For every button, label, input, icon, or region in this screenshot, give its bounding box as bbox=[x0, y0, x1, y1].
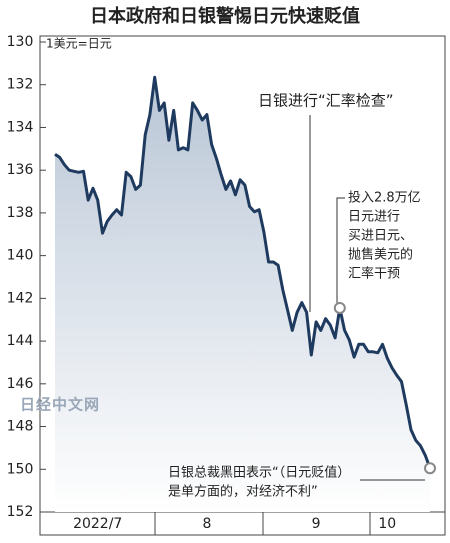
y-tick-label: 134 bbox=[7, 119, 34, 135]
x-tick-label: 8 bbox=[202, 516, 211, 532]
y-tick-label: 132 bbox=[7, 77, 34, 93]
x-tick-label: 10 bbox=[378, 516, 396, 532]
line bbox=[54, 75, 432, 469]
y-tick-label: 148 bbox=[7, 419, 34, 435]
annotation: 买进日元、 bbox=[348, 229, 413, 244]
x-tick-label: 9 bbox=[312, 516, 321, 532]
y-tick-label: 152 bbox=[7, 504, 34, 520]
area-fill bbox=[55, 77, 430, 513]
annotation: 投入2.8万亿 bbox=[348, 190, 421, 206]
frame bbox=[39, 35, 446, 536]
watermark: 日经中文网 bbox=[20, 396, 100, 414]
y-tick-label: 146 bbox=[7, 376, 34, 392]
x-tick-label: 2022/7 bbox=[73, 516, 122, 532]
y-tick-label: 138 bbox=[7, 205, 34, 221]
annotation: 是单方面的，对经济不利” bbox=[168, 484, 318, 500]
annotation: 日银总裁黑田表示“（日元贬值） bbox=[168, 465, 350, 481]
y-tick-label: 142 bbox=[7, 290, 34, 306]
annotation: 汇率干预 bbox=[348, 266, 400, 282]
annotation: 抛售美元的 bbox=[348, 247, 413, 263]
y-label: 1美元=日元 bbox=[46, 37, 112, 51]
chart-title: 日本政府和日银警惕日元快速贬值 bbox=[90, 5, 360, 27]
marker bbox=[333, 301, 346, 314]
marker bbox=[424, 462, 436, 475]
annotation: 日元进行 bbox=[348, 210, 400, 225]
y-tick-label: 150 bbox=[7, 461, 34, 477]
pointer bbox=[336, 197, 345, 308]
y-tick-label: 136 bbox=[7, 162, 34, 178]
y-tick-label: 130 bbox=[7, 34, 34, 50]
annotation: 日银进行“汇率检查” bbox=[258, 92, 394, 110]
y-tick-label: 140 bbox=[7, 248, 34, 264]
y-tick-label: 144 bbox=[7, 333, 34, 349]
